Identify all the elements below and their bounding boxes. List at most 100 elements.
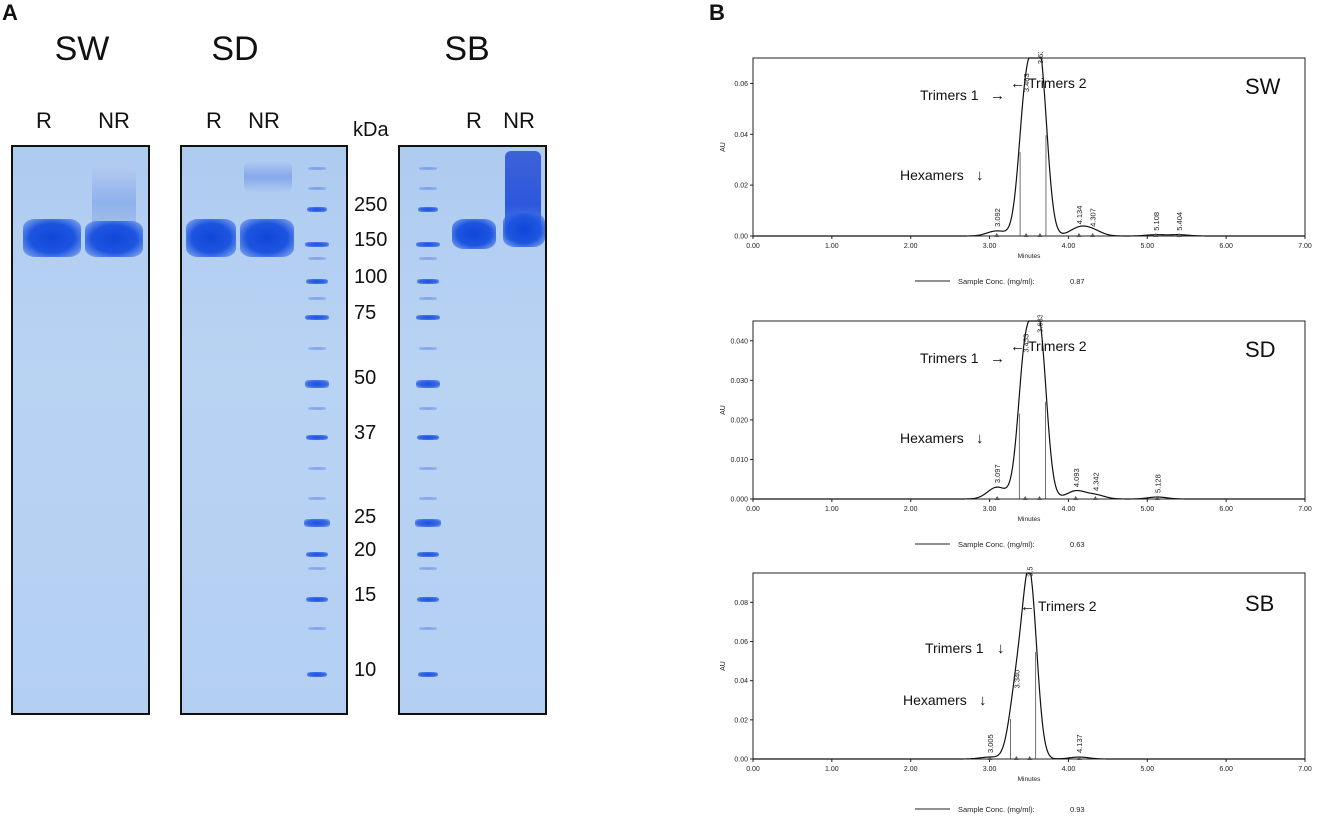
y-tick-label: 0.06 (734, 81, 748, 88)
peak-marker (1013, 756, 1019, 760)
ladder-band (417, 597, 439, 602)
ladder-faint-band (419, 407, 437, 410)
x-tick-label: 6.00 (1219, 506, 1233, 513)
gel-sb-r-band (452, 219, 496, 249)
y-tick-label: 0.06 (734, 639, 748, 646)
peak-marker (994, 496, 1000, 500)
y-tick-label: 0.000 (730, 497, 748, 504)
lane-label-sd-r: R (206, 108, 222, 133)
y-tick-label: 0.020 (730, 417, 748, 424)
peak-marker (1073, 496, 1079, 500)
x-tick-label: 0.00 (746, 243, 760, 250)
kda-label: kDa (353, 119, 389, 141)
peak-marker (987, 756, 993, 760)
y-axis-label: AU (720, 405, 727, 415)
y-axis-label: AU (720, 142, 727, 152)
peak-label: 3.453 (1021, 334, 1030, 353)
ladder-faint-band (419, 257, 437, 260)
ladder-band (416, 242, 440, 247)
x-tick-label: 3.00 (983, 243, 997, 250)
x-tick-label: 5.00 (1140, 506, 1154, 513)
ladder-faint-band (419, 347, 437, 350)
ladder-faint-band (419, 167, 437, 170)
x-tick-label: 7.00 (1298, 243, 1312, 250)
annotation-trimers-2: Trimers 2 (1028, 338, 1087, 354)
gel-title-sw: SW (54, 30, 110, 68)
peak-label: 5.128 (1153, 474, 1162, 493)
chromatogram-sw: 0.00 0.02 0.04 0.06 AU 0.00 1.00 2.00 3.00 4.00 5.… (720, 52, 1312, 286)
annotation-trimers-2: Trimers 2 (1038, 598, 1097, 614)
lane-label-sb-r: R (466, 108, 482, 133)
peak-label: 4.093 (1072, 468, 1081, 487)
chromatogram-name: SW (1245, 74, 1281, 99)
gel-sd (180, 145, 348, 715)
peak-label: 3.097 (993, 464, 1002, 483)
chromatogram-trace (753, 57, 1305, 237)
ladder-band (304, 519, 330, 527)
x-tick-label: 3.00 (983, 766, 997, 773)
x-tick-label: 1.00 (825, 243, 839, 250)
ladder-band (418, 672, 438, 677)
x-tick-label: 6.00 (1219, 766, 1233, 773)
ladder-faint-band (419, 297, 437, 300)
ladder-faint-band (308, 257, 326, 260)
peak-label: 4.342 (1091, 472, 1100, 491)
lane-label-sw-nr: NR (98, 108, 130, 133)
mw-marker-label: 15 (354, 584, 377, 606)
annotation-hexamers: Hexamers (903, 692, 967, 708)
gel-sd-nr-smear (244, 162, 292, 192)
x-tick-label: 1.00 (825, 506, 839, 513)
annotation-trimers-1: Trimers 1 (920, 350, 979, 366)
ladder-band (416, 315, 440, 320)
arrow-left-icon: ← (1010, 338, 1025, 355)
x-tick-label: 7.00 (1298, 506, 1312, 513)
ladder-faint-band (308, 297, 326, 300)
x-tick-label: 3.00 (983, 506, 997, 513)
peak-label: 5.108 (1152, 212, 1161, 231)
ladder-faint-band (419, 187, 437, 190)
annotation-trimers-2: Trimers 2 (1028, 75, 1087, 91)
x-tick-label: 5.00 (1140, 243, 1154, 250)
arrow-down-icon: ↓ (976, 167, 984, 184)
gel-title-sb: SB (444, 30, 490, 68)
legend-conc: 0.63 (1070, 540, 1085, 549)
ladder-faint-band (419, 567, 437, 570)
annotation-hexamers: Hexamers (900, 167, 964, 183)
arrow-right-icon: → (990, 87, 1005, 104)
x-tick-label: 4.00 (1062, 506, 1076, 513)
x-axis-label: Minutes (1018, 253, 1042, 260)
ladder-faint-band (308, 187, 326, 190)
ladder-faint-band (308, 167, 326, 170)
lane-label-sb-nr: NR (503, 108, 535, 133)
arrow-left-icon: ← (1020, 598, 1035, 615)
peak-marker (1153, 233, 1159, 237)
peak-marker (1090, 233, 1096, 237)
y-tick-label: 0.00 (734, 757, 748, 764)
arrow-right-icon: → (990, 350, 1005, 367)
mw-marker-label: 10 (354, 659, 377, 681)
x-tick-label: 6.00 (1219, 243, 1233, 250)
chromatogram-sb: 0.00 0.02 0.04 0.06 0.08 AU 0.00 1.00 2.00 3.00 4.… (720, 567, 1312, 814)
y-tick-label: 0.04 (734, 678, 748, 685)
ladder-faint-band (419, 497, 437, 500)
gel-sw-nr-band (85, 221, 143, 257)
legend-label: Sample Conc. (mg/ml): (958, 277, 1035, 286)
ladder-faint-band (308, 497, 326, 500)
legend-conc: 0.93 (1070, 805, 1085, 814)
x-tick-label: 7.00 (1298, 766, 1312, 773)
peak-marker (1076, 233, 1082, 237)
legend-conc: 0.87 (1070, 277, 1085, 286)
y-tick-label: 0.010 (730, 457, 748, 464)
peak-label: 3.340 (1012, 670, 1021, 689)
peak-marker (1023, 233, 1029, 237)
peak-marker (1154, 496, 1160, 500)
x-tick-label: 5.00 (1140, 766, 1154, 773)
ladder-band (418, 207, 438, 212)
ladder-band (417, 552, 439, 557)
mw-marker-label: 37 (354, 422, 377, 444)
chromatogram-name: SD (1245, 337, 1276, 362)
gel-sw (11, 145, 150, 715)
chromatogram-trace (753, 572, 1305, 760)
peak-label: 3.633 (1035, 315, 1044, 333)
arrow-down-icon: ↓ (976, 430, 984, 447)
